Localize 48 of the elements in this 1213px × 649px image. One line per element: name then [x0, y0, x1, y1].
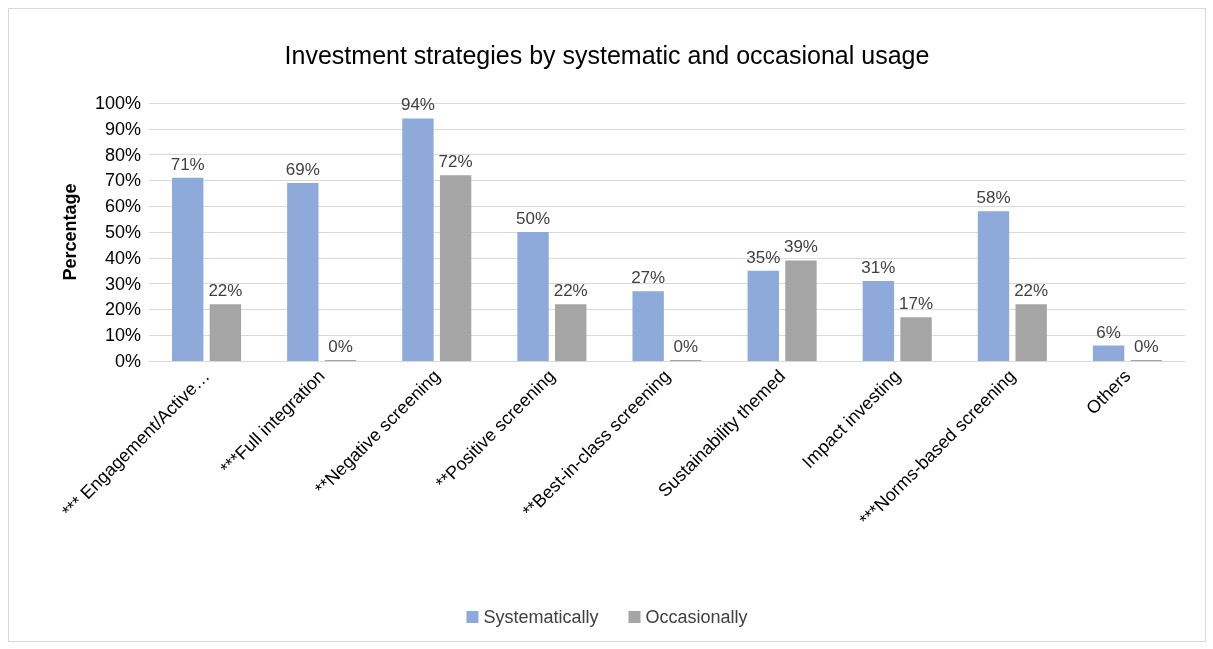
y-tick-label: 40% [104, 247, 141, 268]
bar [1015, 304, 1047, 361]
data-label: 71% [170, 154, 205, 174]
data-label: 27% [631, 268, 666, 288]
data-label: 94% [400, 95, 435, 115]
y-tick-label: 20% [104, 299, 141, 320]
bar [555, 304, 587, 361]
y-tick-label: 50% [104, 222, 141, 242]
data-label: 0% [328, 337, 353, 356]
data-label: 17% [899, 294, 934, 314]
data-label: 22% [553, 281, 588, 301]
bar [1092, 345, 1125, 361]
bar [785, 260, 817, 361]
data-label: 72% [438, 152, 473, 172]
data-label: 35% [746, 247, 781, 267]
bar [439, 175, 472, 361]
bar [287, 182, 319, 361]
bar [209, 304, 242, 361]
y-tick-label: 0% [114, 351, 141, 371]
bar [632, 291, 664, 361]
y-tick-label: 10% [104, 325, 141, 346]
bar [862, 281, 895, 361]
data-label: 50% [516, 209, 551, 228]
y-tick-label: 30% [104, 273, 141, 294]
data-label: 0% [673, 337, 699, 356]
data-label: 0% [1133, 337, 1159, 356]
data-label: 22% [1014, 281, 1049, 301]
bar [172, 177, 204, 361]
data-label: 39% [783, 237, 818, 257]
y-tick-label: 90% [104, 118, 141, 139]
data-label: 6% [1096, 322, 1121, 342]
bar [977, 211, 1010, 361]
bar [900, 317, 932, 361]
bar [517, 232, 549, 361]
legend-label: Occasionally [645, 607, 748, 627]
data-label: 69% [285, 159, 320, 179]
chart-title: Investment strategies by systematic and occasional usage [284, 40, 930, 69]
y-tick-label: 80% [104, 144, 141, 165]
bar [402, 118, 434, 361]
data-label: 58% [976, 188, 1011, 208]
y-tick-label: 100% [94, 93, 141, 113]
data-label: 22% [208, 281, 243, 301]
bar [747, 270, 779, 361]
data-label: 31% [861, 258, 896, 278]
y-axis-title: Percentage [60, 183, 80, 281]
y-tick-label: 60% [104, 196, 141, 217]
legend-label: Systematically [483, 607, 599, 627]
y-tick-label: 70% [104, 170, 141, 191]
